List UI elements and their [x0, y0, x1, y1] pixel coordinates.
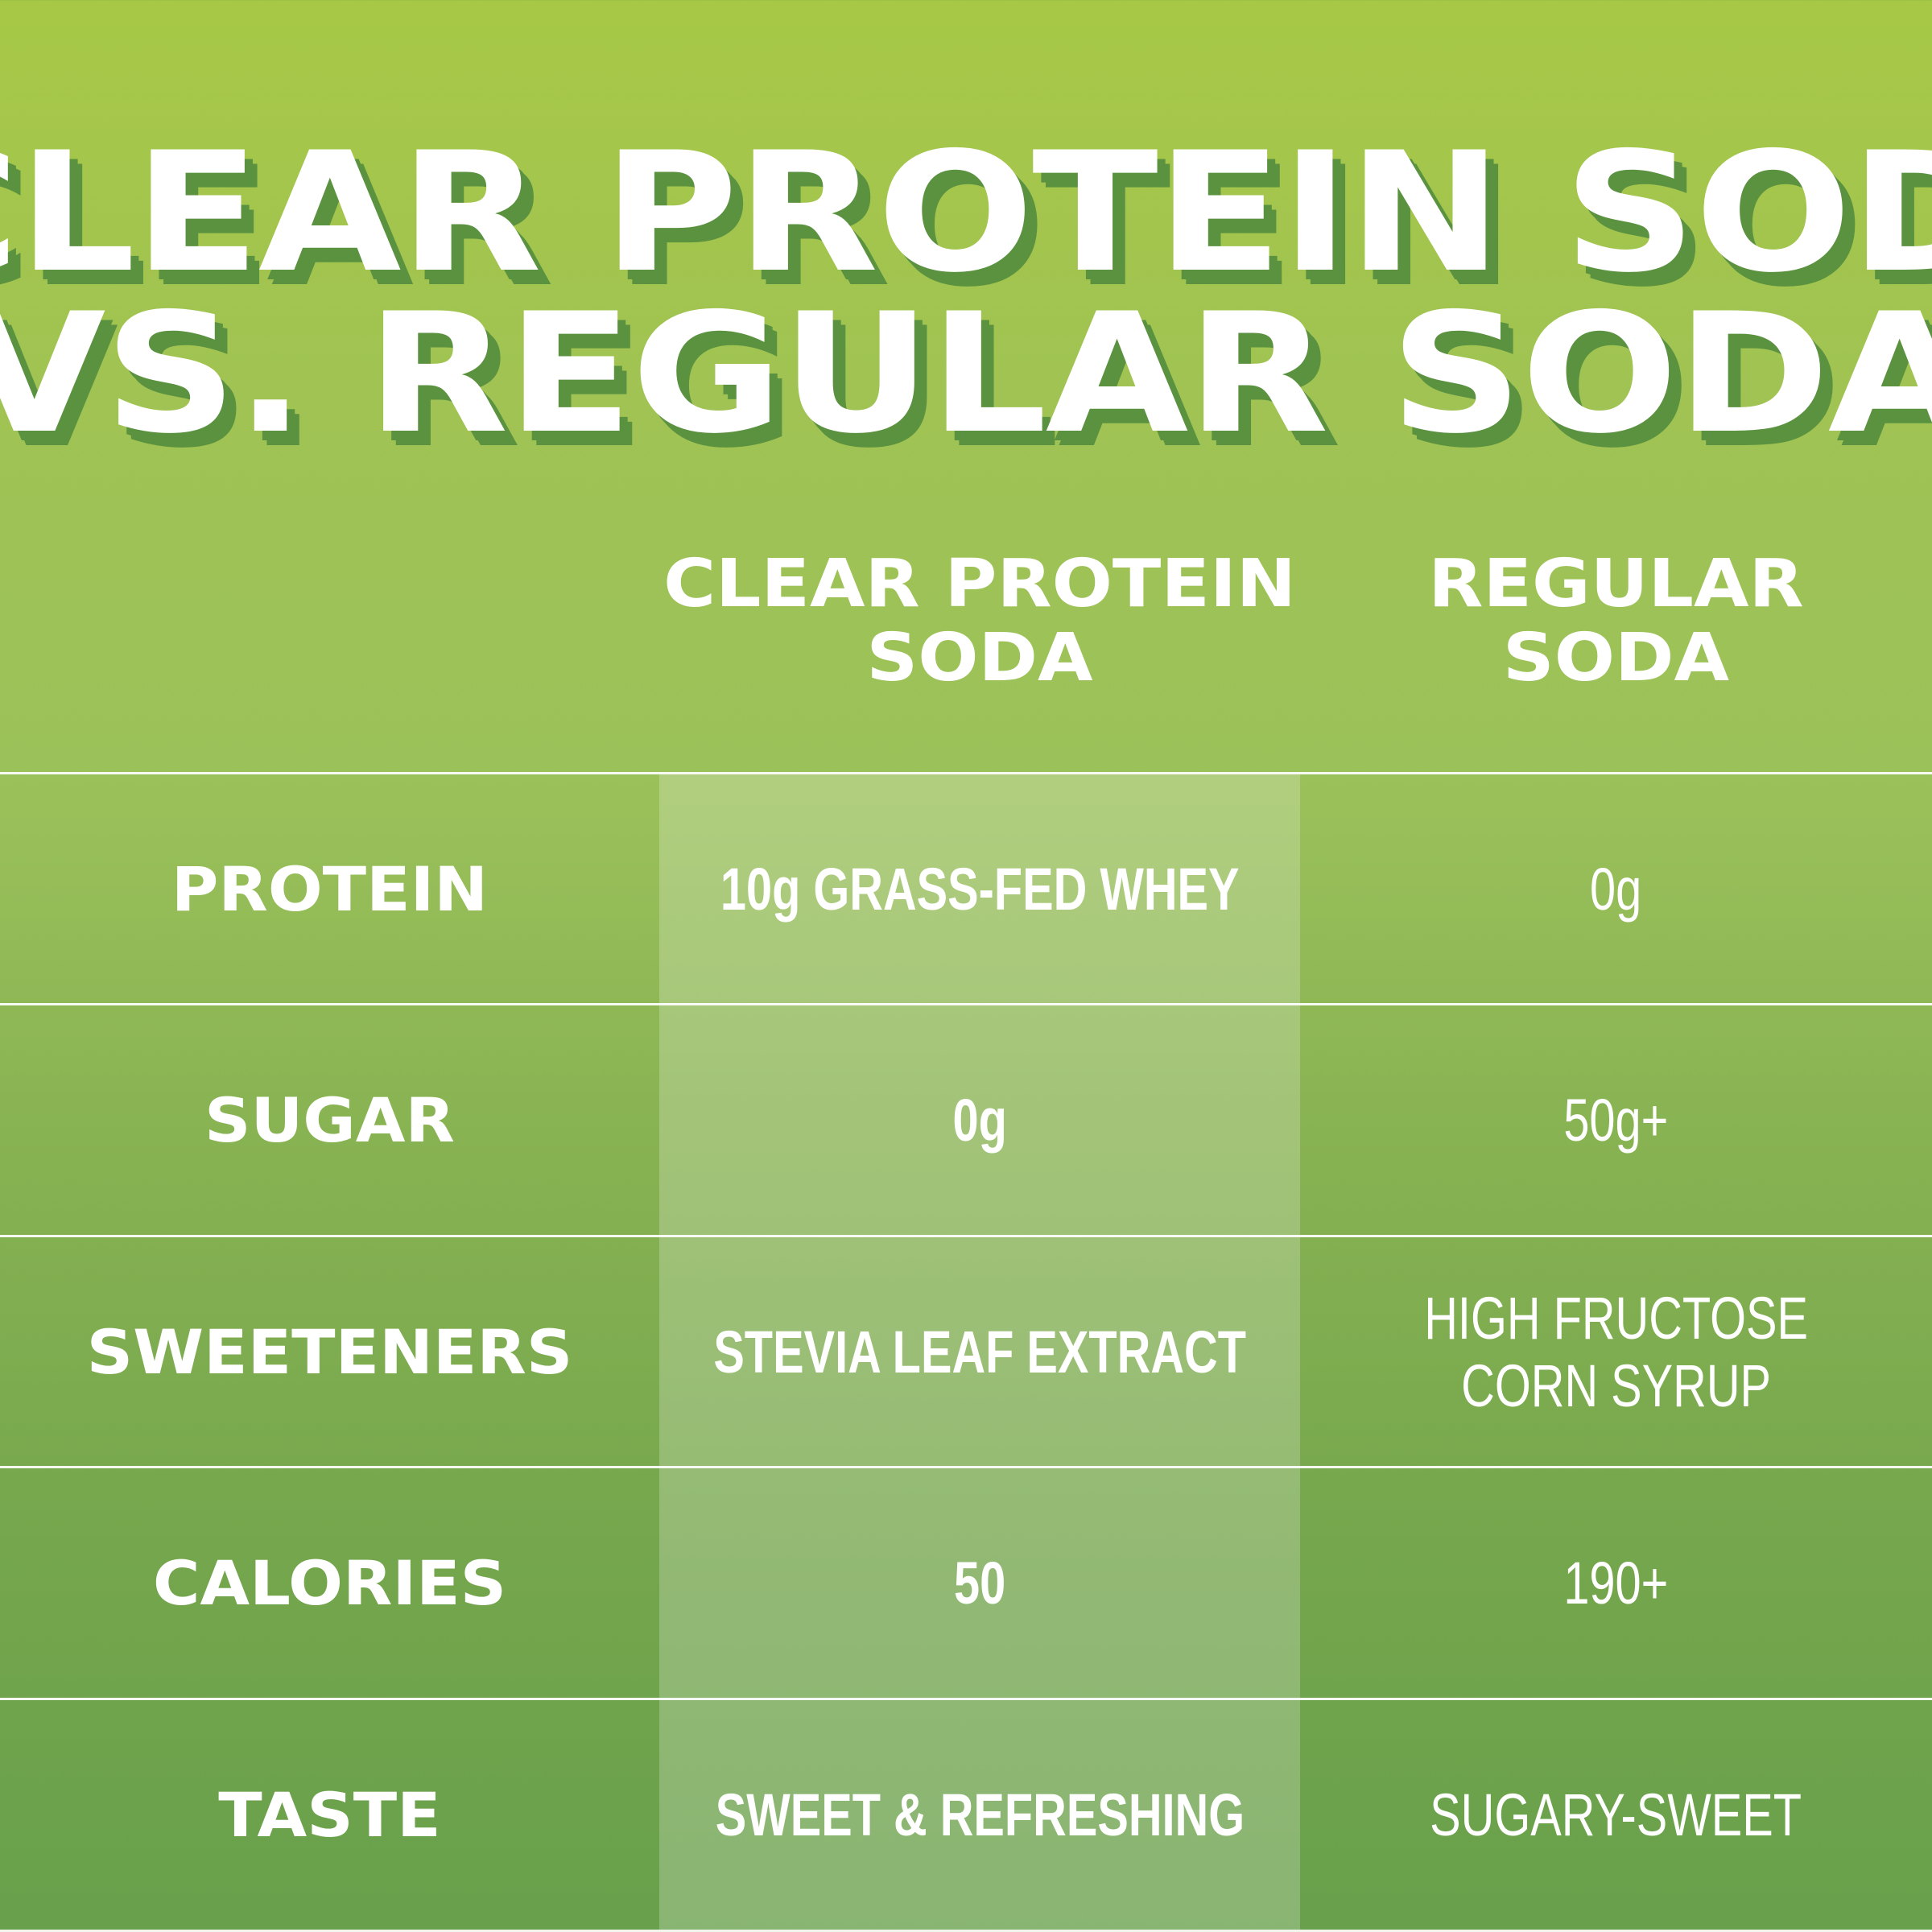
- table-row-protein: PROTEIN 10g GRASS-FED WHEY 0g: [0, 774, 1932, 1004]
- clear-soda-value: SWEET & REFRESHING: [715, 1781, 1245, 1848]
- column-header-clear-protein-soda: CLEAR PROTEIN SODA: [634, 547, 1326, 696]
- clear-soda-value: 10g GRASS-FED WHEY: [720, 855, 1240, 923]
- row-divider: [0, 1466, 1932, 1468]
- row-label: TASTE: [218, 1779, 441, 1851]
- clear-protein-column-highlight: [659, 774, 1300, 1930]
- regular-soda-value: SUGARY-SWEET: [1430, 1781, 1802, 1848]
- page-title: CLEAR PROTEIN SODA VS. REGULAR SODA: [0, 118, 1932, 470]
- clear-soda-value: STEVIA LEAF EXTRACT: [713, 1318, 1246, 1385]
- column-header-clear-line-1: CLEAR PROTEIN: [663, 546, 1296, 622]
- regular-soda-value: 50g+: [1563, 1086, 1669, 1154]
- table-row-taste: TASTE SWEET & REFRESHING SUGARY-SWEET: [0, 1700, 1932, 1930]
- table-row-sugar: SUGAR 0g 50g+: [0, 1005, 1932, 1235]
- clear-soda-value: 50: [953, 1549, 1006, 1616]
- row-label: SUGAR: [204, 1084, 455, 1156]
- table-row-sweeteners: SWEETENERS STEVIA LEAF EXTRACT HIGH FRUC…: [0, 1237, 1932, 1467]
- title-line-1: CLEAR PROTEIN SODA: [0, 118, 1932, 309]
- regular-soda-value: HIGH FRUCTOSE CORN SYRUP: [1424, 1284, 1808, 1419]
- row-label: SWEETENERS: [86, 1316, 573, 1388]
- column-header-regular-line-1: REGULAR: [1428, 546, 1804, 622]
- table-row-calories: CALORIES 50 190+: [0, 1468, 1932, 1698]
- clear-soda-value: 0g: [952, 1086, 1007, 1154]
- column-header-clear-line-2: SODA: [866, 620, 1093, 696]
- row-label: CALORIES: [152, 1547, 507, 1619]
- regular-soda-value: 0g: [1590, 855, 1642, 923]
- regular-soda-value: 190+: [1563, 1549, 1669, 1616]
- row-divider: [0, 1698, 1932, 1700]
- column-header-regular-soda: REGULAR SODA: [1275, 547, 1932, 696]
- row-divider: [0, 772, 1932, 774]
- column-header-regular-line-2: SODA: [1502, 620, 1730, 696]
- row-divider: [0, 1235, 1932, 1237]
- row-label: PROTEIN: [171, 853, 489, 925]
- title-line-2: VS. REGULAR SODA: [0, 279, 1932, 470]
- bottom-divider: [0, 1930, 1932, 1932]
- row-divider: [0, 1003, 1932, 1005]
